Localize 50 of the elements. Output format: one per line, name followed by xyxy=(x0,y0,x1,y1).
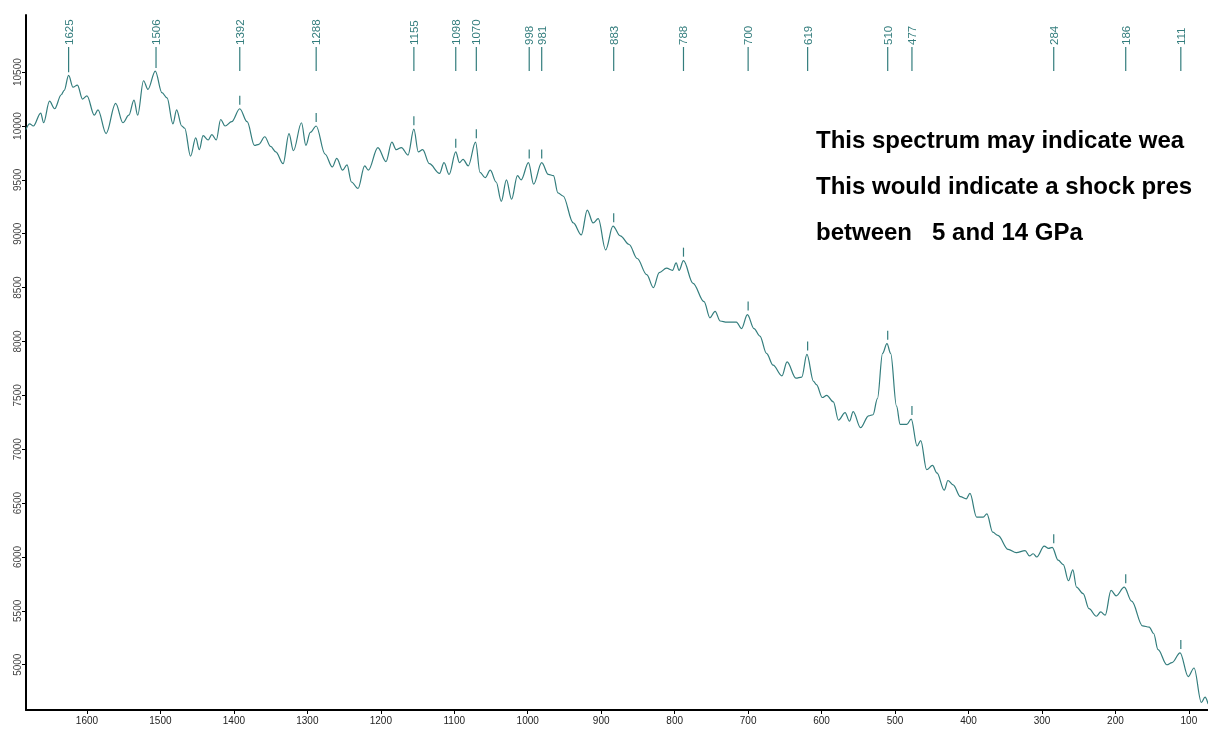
x-tick-label: 700 xyxy=(739,714,757,726)
y-tick-label: 10000 xyxy=(11,111,23,140)
annotation: 788 xyxy=(677,25,690,45)
annotation: 186 xyxy=(1119,25,1132,45)
annotation: 284 xyxy=(1047,25,1060,45)
annotation: 510 xyxy=(881,25,894,45)
x-tick-label: 1000 xyxy=(516,714,540,726)
annotation: 1625 xyxy=(62,19,75,45)
y-tick-label: 6000 xyxy=(11,545,23,569)
y-tick-label: 7000 xyxy=(11,437,23,461)
y-tick-label: 5000 xyxy=(11,653,23,676)
y-tick-label: 9500 xyxy=(11,168,23,191)
y-tick-label: 9000 xyxy=(11,222,23,245)
y-tick-label: 5500 xyxy=(11,599,23,622)
x-tick-label: 100 xyxy=(1180,714,1198,726)
line-series xyxy=(25,70,1208,705)
y-tick-label: 6500 xyxy=(11,491,23,515)
x-tick-label: 1300 xyxy=(296,714,319,726)
annotation: 111 xyxy=(1174,27,1187,45)
annotation: 1392 xyxy=(233,19,246,45)
annotation: 477 xyxy=(905,25,918,45)
x-tick-label: 400 xyxy=(960,714,978,726)
x-tick-label: 1200 xyxy=(369,714,393,726)
annotation: 1070 xyxy=(470,19,483,45)
annotation: 619 xyxy=(801,25,814,45)
x-tick-label: 1500 xyxy=(149,714,172,726)
y-tick-label: 7500 xyxy=(11,383,23,407)
x-tick-label: 300 xyxy=(1033,714,1051,726)
y-tick-label: 8500 xyxy=(11,276,23,299)
annotation: This spectrum may indicate wea xyxy=(816,126,1185,153)
x-tick-label: 200 xyxy=(1107,714,1125,726)
annotation: This would indicate a shock pres xyxy=(816,172,1193,199)
annotation: between 5 and 14 GPa xyxy=(816,218,1084,245)
x-tick-label: 500 xyxy=(886,714,904,726)
annotation: 700 xyxy=(742,25,755,45)
x-tick-label: 600 xyxy=(813,714,831,726)
x-tick-label: 1400 xyxy=(222,714,246,726)
x-tick-label: 900 xyxy=(592,714,610,726)
x-tick-label: 800 xyxy=(666,714,684,726)
annotation: 1098 xyxy=(449,19,462,45)
x-tick-label: 1100 xyxy=(443,714,466,726)
annotation: 981 xyxy=(535,25,548,45)
y-tick-label: 8000 xyxy=(11,329,23,353)
annotation: 1288 xyxy=(310,19,323,45)
annotation: 1155 xyxy=(407,20,420,45)
annotation: 1506 xyxy=(150,19,163,45)
annotation: 883 xyxy=(607,25,620,45)
annotation: 998 xyxy=(523,25,536,45)
y-tick-label: 10500 xyxy=(11,57,23,87)
x-tick-label: 1600 xyxy=(75,714,99,726)
